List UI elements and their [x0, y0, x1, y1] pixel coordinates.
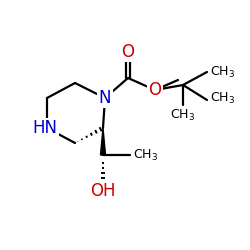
Text: HN: HN: [32, 119, 58, 137]
Text: N: N: [99, 89, 111, 107]
Text: CH$_3$: CH$_3$: [210, 64, 235, 80]
Text: O: O: [122, 43, 134, 61]
Text: CH$_3$: CH$_3$: [133, 148, 158, 162]
Text: O: O: [148, 81, 162, 99]
Text: OH: OH: [90, 182, 116, 200]
Text: CH$_3$: CH$_3$: [170, 108, 196, 123]
Polygon shape: [100, 128, 105, 155]
Text: CH$_3$: CH$_3$: [210, 90, 235, 106]
